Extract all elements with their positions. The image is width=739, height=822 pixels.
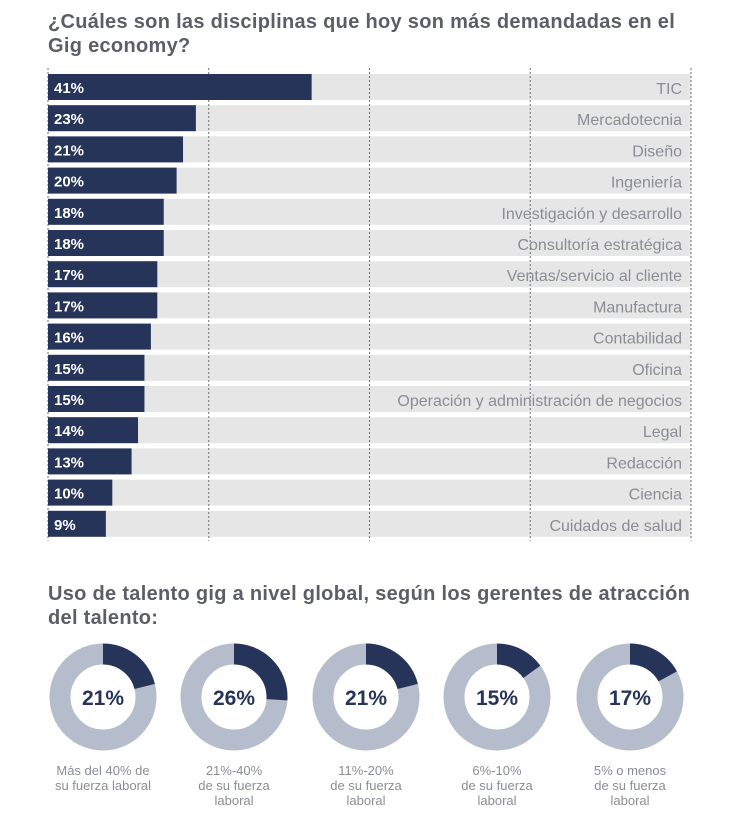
bar-category-label: Consultoría estratégica [517, 237, 682, 254]
bar-category-label: Oficina [632, 362, 682, 379]
chart-title-gig-talent: Uso de talento gig a nivel global, según… [48, 583, 691, 629]
donut-value-label: 26% [213, 687, 255, 710]
donut-caption-line: laboral [610, 793, 650, 808]
bar-category-label: Cuidados de salud [549, 518, 682, 535]
bar-track [48, 386, 691, 412]
bar [48, 386, 145, 412]
donut-caption: Más del 40% de su fuerza laboral [38, 763, 168, 793]
bar [48, 292, 158, 319]
bar-value-label: 17% [54, 298, 84, 315]
donut-caption-line: su fuerza laboral [54, 778, 152, 793]
bar-category-label: Mercadotecnia [577, 112, 682, 129]
bar [48, 74, 312, 100]
bar-category-label: Ingeniería [611, 175, 682, 192]
bar-value-label: 18% [54, 205, 84, 222]
bar [48, 198, 164, 225]
donut-caption-line: 21%-40% [205, 763, 263, 778]
disciplines-bar-chart: 41% TIC 23% Mercadotecnia 21% Diseño 20% Ingeni… [47, 68, 692, 541]
bar-value-label: 14% [54, 423, 84, 440]
bar [48, 479, 113, 506]
donut-caption: 5% o menos de su fuerza laboral [565, 763, 695, 808]
bar-value-label: 9% [54, 517, 76, 534]
bar-value-label: 10% [54, 486, 84, 503]
donut-caption-line: de su fuerza [594, 778, 666, 793]
donut-caption-line: 5% o menos [593, 763, 667, 778]
bar-category-label: Legal [643, 424, 682, 441]
donut-value-label: 17% [609, 687, 651, 710]
donut-caption-line: de su fuerza [330, 778, 402, 793]
donut-caption-line: 6%-10% [472, 763, 522, 778]
bar-value-label: 41% [54, 80, 84, 97]
bar-category-label: Operación y administración de negocios [397, 393, 682, 410]
bar-category-label: Diseño [632, 143, 682, 160]
donut-slice [576, 643, 684, 751]
donut-caption-line: 11%-20% [338, 763, 394, 778]
bar [48, 354, 145, 381]
bar [48, 261, 158, 288]
bar-category-label: Ventas/servicio al cliente [507, 268, 682, 285]
donut-caption-line: de su fuerza [198, 778, 270, 793]
bar-category-label: Investigación y desarrollo [501, 206, 682, 223]
bar-category-label: Redacción [606, 455, 682, 472]
donut-value-label: 15% [476, 687, 518, 710]
bar-category-label: Manufactura [593, 299, 682, 316]
bar [48, 323, 151, 350]
bar [48, 136, 184, 163]
donut-slice [180, 643, 288, 751]
bar [48, 105, 196, 132]
bar-value-label: 21% [54, 142, 84, 159]
bar-value-label: 23% [54, 111, 84, 128]
bar [48, 510, 106, 537]
bar [48, 448, 132, 475]
bar [48, 417, 139, 444]
donut-caption: 11%-20% de su fuerza laboral [301, 763, 431, 808]
donut-slice [312, 643, 420, 751]
donut-caption: 6%-10% de su fuerza laboral [432, 763, 562, 808]
donut-caption-line: laboral [214, 793, 254, 808]
bar-value-label: 18% [54, 236, 84, 253]
bar-value-label: 20% [54, 174, 84, 191]
bar-value-label: 13% [54, 454, 84, 471]
donut-caption: 21%-40% de su fuerza laboral [169, 763, 299, 808]
donut-slice [443, 643, 551, 751]
donut-caption-line: laboral [477, 793, 517, 808]
bar-value-label: 16% [54, 330, 84, 347]
bar-value-label: 17% [54, 267, 84, 284]
bar [48, 167, 177, 194]
bar [48, 230, 164, 256]
bar-value-label: 15% [54, 392, 84, 409]
bar-value-label: 15% [54, 361, 84, 378]
donut-caption-line: laboral [346, 793, 386, 808]
donut-caption-line: de su fuerza [461, 778, 533, 793]
bar-category-label: Contabilidad [593, 331, 682, 348]
chart-title-disciplines: ¿Cuáles son las disciplinas que hoy son … [48, 11, 676, 57]
bar-category-label: Ciencia [629, 487, 682, 504]
donut-slice [49, 643, 157, 751]
donut-value-label: 21% [345, 687, 387, 710]
donut-value-label: 21% [82, 687, 124, 710]
donut-caption-line: Más del 40% de [56, 763, 150, 778]
bar-category-label: TIC [656, 81, 682, 98]
